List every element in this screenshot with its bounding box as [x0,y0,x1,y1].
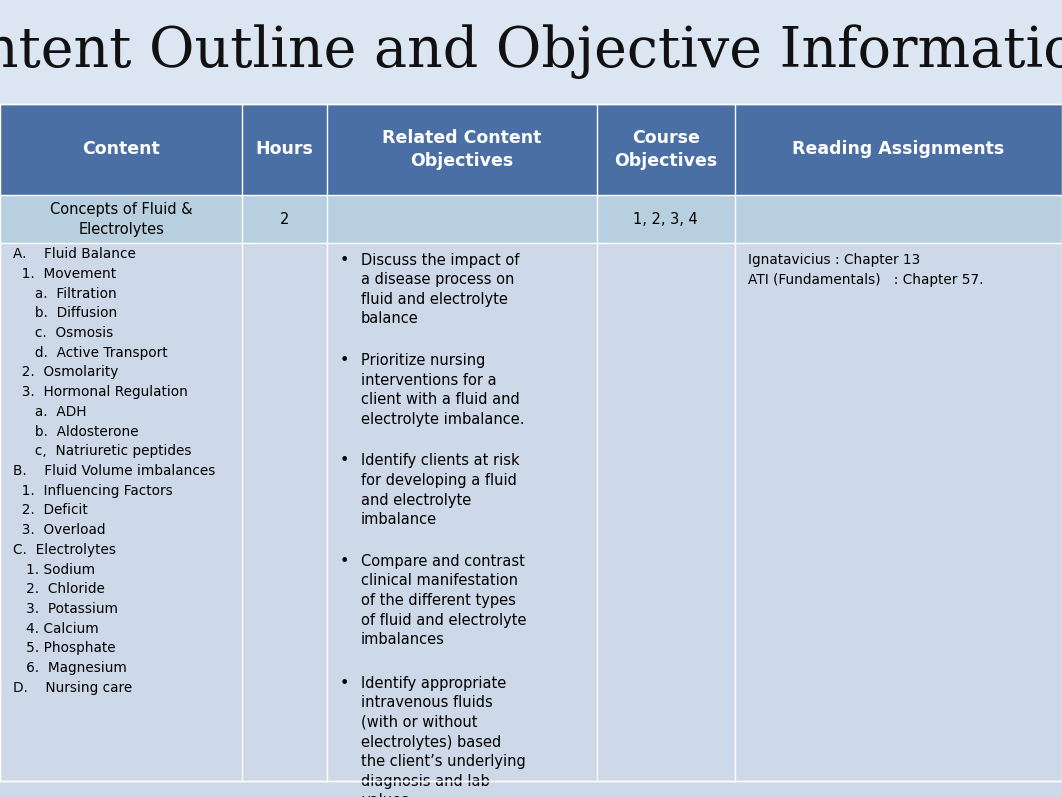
Text: •: • [340,453,349,469]
Text: •: • [340,253,349,268]
Text: Course
Objectives: Course Objectives [614,128,718,171]
Bar [0,104,1062,195]
Text: A.    Fluid Balance
  1.  Movement
     a.  Filtration
     b.  Diffusion
     c: A. Fluid Balance 1. Movement a. Filtrati… [13,247,216,695]
Text: Concepts of Fluid &
Electrolytes: Concepts of Fluid & Electrolytes [50,202,192,237]
Text: Hours: Hours [256,140,313,159]
Text: 1, 2, 3, 4: 1, 2, 3, 4 [634,212,698,226]
Bar [0,104,1062,781]
Bar [0,243,1062,781]
Text: Reading Assignments: Reading Assignments [792,140,1005,159]
Text: •: • [340,676,349,691]
Text: Content Outline and Objective Information: Content Outline and Objective Informatio… [0,25,1062,79]
Text: Prioritize nursing
interventions for a
client with a fluid and
electrolyte imbal: Prioritize nursing interventions for a c… [361,353,525,426]
Bar [0,0,1062,104]
Text: Content: Content [82,140,160,159]
Text: Compare and contrast
clinical manifestation
of the different types
of fluid and : Compare and contrast clinical manifestat… [361,554,527,647]
Text: Ignatavicius : Chapter 13
ATI (Fundamentals)   : Chapter 57.: Ignatavicius : Chapter 13 ATI (Fundament… [748,253,983,287]
Text: •: • [340,554,349,569]
Text: 2: 2 [280,212,289,226]
Text: Related Content
Objectives: Related Content Objectives [382,128,542,171]
Bar [0,195,1062,243]
Text: Discuss the impact of
a disease process on
fluid and electrolyte
balance: Discuss the impact of a disease process … [361,253,519,326]
Text: Identify clients at risk
for developing a fluid
and electrolyte
imbalance: Identify clients at risk for developing … [361,453,519,527]
Text: •: • [340,353,349,368]
Text: Identify appropriate
intravenous fluids
(with or without
electrolytes) based
the: Identify appropriate intravenous fluids … [361,676,526,797]
